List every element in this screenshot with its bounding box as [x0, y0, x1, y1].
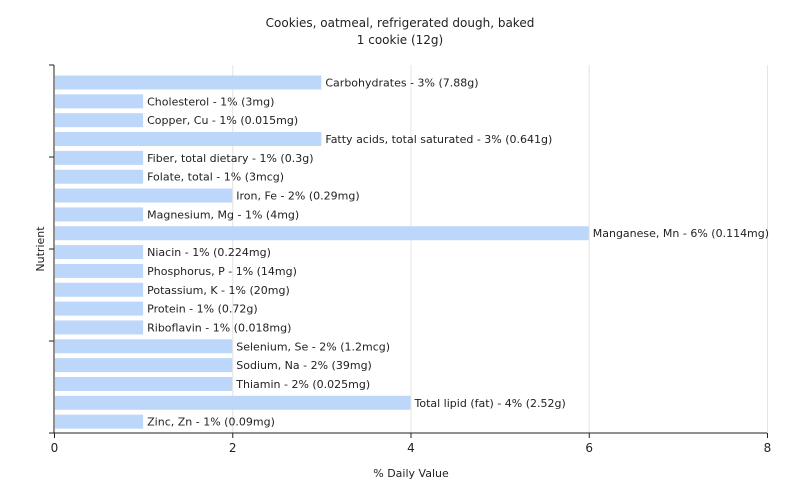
bar-label: Iron, Fe - 2% (0.29mg): [236, 190, 359, 203]
bar: [55, 226, 589, 241]
bar-label: Fiber, total dietary - 1% (0.3g): [147, 152, 313, 165]
bar: [55, 207, 144, 222]
bar-label: Copper, Cu - 1% (0.015mg): [147, 114, 298, 127]
bar: [55, 339, 233, 354]
x-axis-label: % Daily Value: [373, 467, 449, 480]
bar: [55, 263, 144, 278]
bar: [55, 169, 144, 184]
bar: [55, 75, 322, 90]
bar-label: Protein - 1% (0.72g): [147, 303, 258, 316]
bar-label: Magnesium, Mg - 1% (4mg): [147, 208, 299, 221]
bar-label: Total lipid (fat) - 4% (2.52g): [414, 397, 566, 410]
bar: [55, 282, 144, 297]
bar: [55, 358, 233, 373]
bar: [55, 395, 411, 410]
bar: [55, 113, 144, 128]
bar-label: Folate, total - 1% (3mcg): [147, 171, 284, 184]
bar-label: Selenium, Se - 2% (1.2mcg): [236, 340, 390, 353]
bar: [55, 245, 144, 260]
bar-label: Riboflavin - 1% (0.018mg): [147, 321, 291, 334]
chart-title: Cookies, oatmeal, refrigerated dough, ba…: [266, 16, 535, 30]
x-tick-label: 2: [229, 441, 237, 455]
bar: [55, 376, 233, 391]
bar-label: Zinc, Zn - 1% (0.09mg): [147, 416, 275, 429]
bar-label: Niacin - 1% (0.224mg): [147, 246, 271, 259]
axes: [49, 64, 768, 438]
bar-label: Fatty acids, total saturated - 3% (0.641…: [325, 133, 552, 146]
bars: Carbohydrates - 3% (7.88g) Cholesterol - …: [55, 75, 769, 429]
grid-lines: [232, 65, 768, 433]
bar-label: Sodium, Na - 2% (39mg): [236, 359, 372, 372]
bar: [55, 301, 144, 316]
bar: [55, 320, 144, 335]
bar: [55, 94, 144, 109]
bar: [55, 188, 233, 203]
chart-subtitle: 1 cookie (12g): [357, 33, 443, 47]
x-tick-label: 0: [51, 441, 59, 455]
bar: [55, 414, 144, 429]
bar-label: Carbohydrates - 3% (7.88g): [325, 77, 478, 90]
y-axis-label: Nutrient: [34, 226, 47, 272]
bar-label: Thiamin - 2% (0.025mg): [235, 378, 370, 391]
bar: [55, 150, 144, 165]
bar-label: Potassium, K - 1% (20mg): [147, 284, 290, 297]
x-tick-label: 4: [407, 441, 415, 455]
bar: [55, 132, 322, 147]
bar-label: Manganese, Mn - 6% (0.114mg): [593, 227, 769, 240]
bar-label: Cholesterol - 1% (3mg): [147, 95, 274, 108]
x-tick-label: 6: [585, 441, 593, 455]
x-tick-label: 8: [764, 441, 772, 455]
x-ticks: 0 2 4 6 8: [51, 441, 772, 455]
bar-label: Phosphorus, P - 1% (14mg): [147, 265, 297, 278]
